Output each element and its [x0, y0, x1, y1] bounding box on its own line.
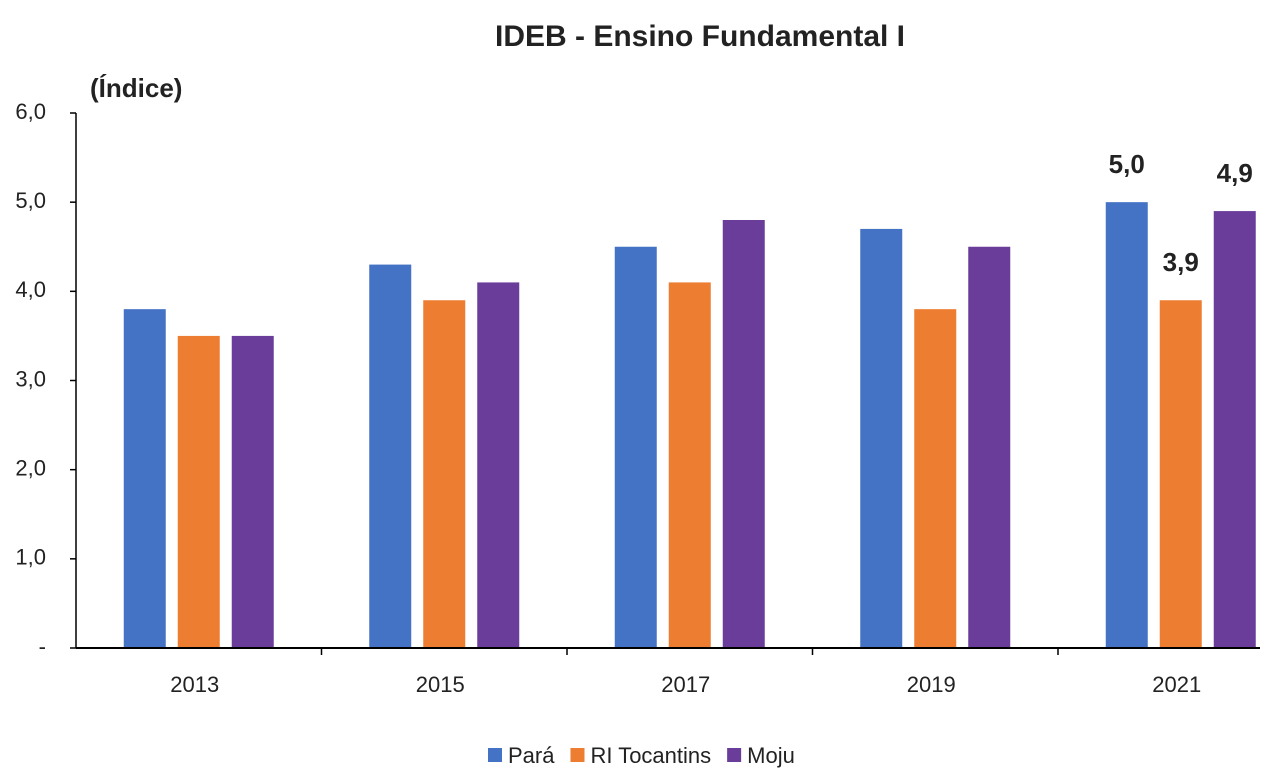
bar [369, 264, 412, 648]
chart-title: IDEB - Ensino Fundamental I [495, 20, 905, 53]
x-tick-label: 2017 [661, 672, 710, 697]
y-tick-label: 2,0 [15, 455, 46, 480]
y-tick-label: 4,0 [15, 277, 46, 302]
bar [123, 309, 166, 648]
bar [968, 246, 1011, 648]
data-label: 3,9 [1163, 247, 1199, 277]
bar [1159, 300, 1202, 648]
bar [1213, 211, 1256, 649]
x-tick-label: 2013 [170, 672, 219, 697]
bar [614, 246, 657, 648]
y-tick-label: 5,0 [15, 188, 46, 213]
legend-swatch [727, 748, 742, 762]
bar [477, 282, 520, 648]
x-tick-label: 2019 [907, 672, 956, 697]
y-tick-label: 6,0 [15, 99, 46, 124]
bar [722, 220, 765, 648]
y-tick-label: - [39, 634, 46, 659]
x-tick-label: 2015 [416, 672, 465, 697]
legend-label: Pará [508, 743, 555, 768]
y-tick-label: 3,0 [15, 366, 46, 391]
data-label: 5,0 [1109, 149, 1145, 179]
legend-swatch [488, 748, 502, 762]
data-label: 4,9 [1217, 158, 1253, 188]
bar [177, 335, 220, 648]
bar [423, 300, 466, 648]
bar [914, 309, 957, 648]
legend-label: RI Tocantins [590, 743, 711, 768]
bar [860, 228, 903, 648]
bar [231, 335, 274, 648]
x-tick-label: 2021 [1152, 672, 1201, 697]
y-tick-label: 1,0 [15, 545, 46, 570]
legend-swatch [570, 748, 585, 762]
bar [1105, 202, 1148, 648]
y-axis-label: (Índice) [90, 73, 182, 103]
bar [668, 282, 711, 648]
legend-label: Moju [747, 743, 795, 768]
